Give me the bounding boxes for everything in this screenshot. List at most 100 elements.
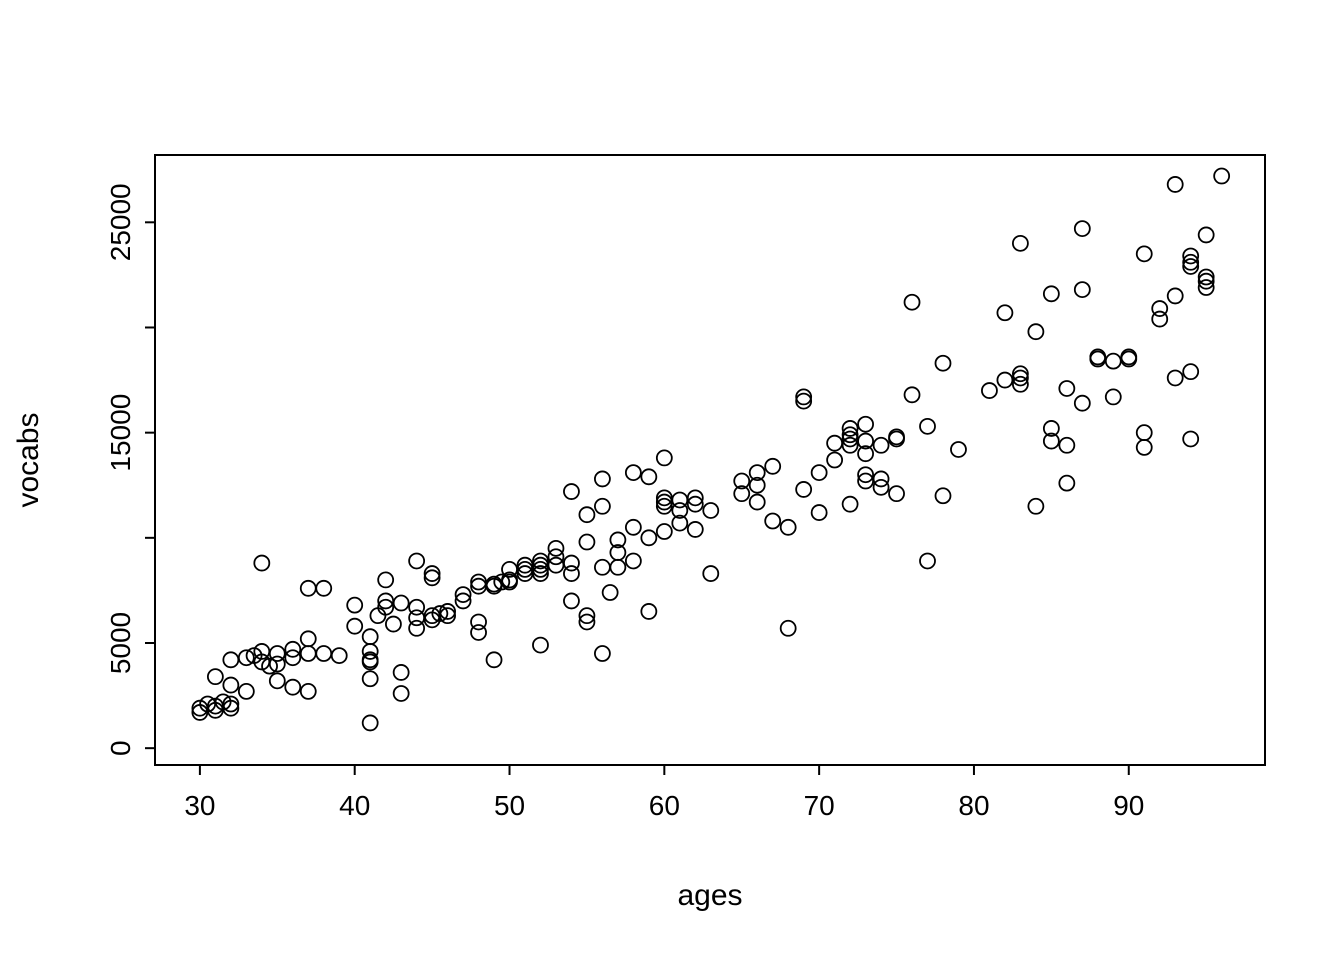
data-point bbox=[1197, 226, 1215, 244]
data-point bbox=[1073, 281, 1091, 299]
data-point bbox=[284, 640, 302, 658]
data-point bbox=[1058, 380, 1076, 397]
data-point bbox=[563, 592, 580, 610]
data-point bbox=[1011, 369, 1029, 387]
data-point bbox=[609, 558, 627, 576]
data-point bbox=[470, 613, 487, 631]
data-point bbox=[594, 470, 611, 488]
data-point bbox=[578, 533, 596, 551]
data-point bbox=[361, 653, 379, 671]
data-point bbox=[810, 464, 828, 482]
data-point bbox=[532, 565, 549, 582]
data-point bbox=[919, 417, 936, 435]
data-point bbox=[779, 619, 797, 637]
data-point bbox=[872, 470, 890, 488]
data-point bbox=[1011, 365, 1029, 383]
data-point bbox=[624, 518, 642, 536]
data-point bbox=[640, 529, 658, 547]
data-point bbox=[841, 426, 859, 444]
data-point bbox=[547, 548, 565, 566]
data-point bbox=[950, 441, 967, 458]
data-point bbox=[671, 502, 689, 519]
data-point bbox=[315, 645, 333, 662]
data-point bbox=[361, 628, 379, 646]
data-point bbox=[377, 571, 395, 589]
data-point bbox=[841, 420, 859, 437]
data-point bbox=[268, 645, 286, 662]
x-axis-tick-label: 60 bbox=[649, 790, 680, 821]
y-axis-tick-label: 5000 bbox=[105, 612, 136, 674]
data-point bbox=[686, 495, 704, 513]
data-point bbox=[764, 457, 782, 475]
data-point bbox=[1182, 430, 1200, 448]
data-point bbox=[1042, 432, 1060, 450]
data-point bbox=[795, 481, 813, 498]
data-point bbox=[377, 598, 395, 616]
data-point bbox=[454, 592, 472, 610]
data-point bbox=[655, 497, 673, 515]
data-point bbox=[1213, 167, 1231, 185]
data-point bbox=[1042, 285, 1060, 303]
data-point bbox=[268, 655, 286, 673]
data-point bbox=[857, 415, 874, 433]
data-point bbox=[237, 682, 255, 700]
data-point bbox=[408, 619, 426, 637]
data-point bbox=[795, 388, 813, 406]
data-point bbox=[1151, 300, 1169, 317]
data-point bbox=[385, 615, 402, 633]
data-point bbox=[1073, 220, 1091, 238]
data-point bbox=[733, 485, 751, 503]
y-axis-tick-label: 0 bbox=[105, 740, 136, 756]
data-point bbox=[206, 668, 224, 686]
data-point bbox=[594, 497, 611, 515]
data-point bbox=[408, 552, 426, 570]
data-point bbox=[764, 512, 782, 530]
data-point bbox=[431, 605, 449, 622]
data-point bbox=[454, 586, 472, 604]
data-point bbox=[578, 613, 596, 631]
data-point bbox=[640, 603, 658, 620]
data-point bbox=[872, 436, 890, 454]
y-axis-tick-label: 15000 bbox=[105, 394, 136, 472]
data-point bbox=[1120, 350, 1138, 368]
data-point bbox=[284, 649, 302, 667]
data-point bbox=[702, 565, 720, 582]
data-point bbox=[547, 539, 565, 557]
data-point bbox=[423, 565, 441, 582]
data-point bbox=[594, 558, 611, 576]
data-point bbox=[222, 695, 240, 713]
data-point bbox=[1058, 474, 1076, 492]
data-point bbox=[1182, 253, 1200, 271]
data-point bbox=[563, 554, 580, 572]
data-point bbox=[392, 594, 410, 612]
data-point bbox=[578, 607, 596, 625]
data-point bbox=[299, 682, 317, 700]
x-axis-tick-label: 40 bbox=[339, 790, 370, 821]
data-point bbox=[470, 624, 487, 641]
data-point bbox=[857, 432, 874, 450]
data-point bbox=[1135, 438, 1153, 456]
data-point bbox=[779, 518, 797, 536]
data-point bbox=[423, 569, 441, 587]
y-axis-label: vocabs bbox=[12, 412, 45, 507]
data-point bbox=[1197, 272, 1215, 290]
data-point bbox=[795, 392, 813, 410]
data-point bbox=[1042, 420, 1060, 437]
data-point bbox=[609, 531, 627, 549]
data-point bbox=[1182, 247, 1200, 265]
data-point bbox=[361, 714, 379, 732]
data-point bbox=[1182, 258, 1200, 275]
data-point bbox=[253, 554, 271, 572]
data-point bbox=[1135, 245, 1153, 263]
data-point bbox=[392, 685, 410, 702]
data-point bbox=[222, 699, 240, 717]
data-point bbox=[532, 636, 549, 654]
data-point bbox=[903, 293, 921, 311]
data-point bbox=[563, 483, 580, 500]
data-point bbox=[315, 579, 333, 597]
data-point bbox=[810, 504, 828, 521]
data-point bbox=[826, 451, 844, 469]
data-point bbox=[361, 670, 379, 688]
data-point bbox=[888, 430, 905, 448]
